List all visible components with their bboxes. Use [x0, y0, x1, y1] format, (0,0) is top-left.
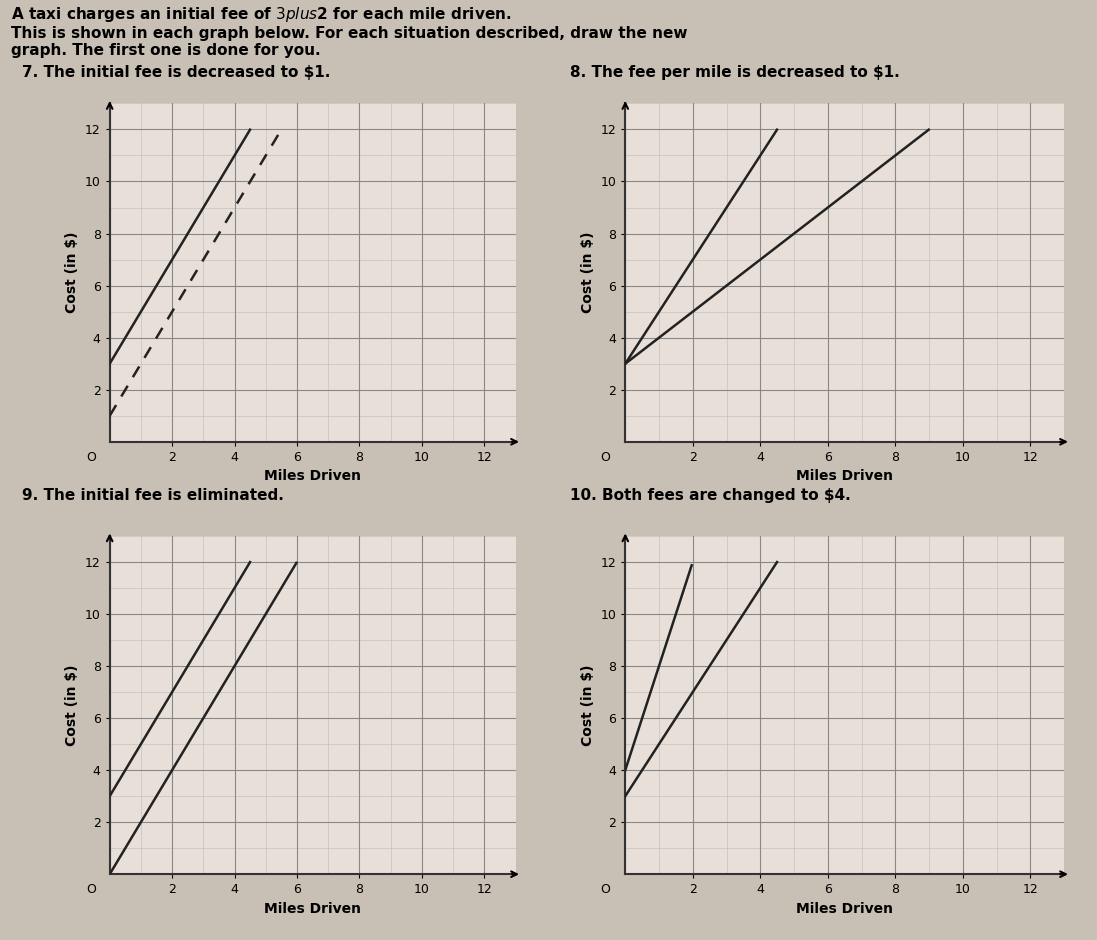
X-axis label: Miles Driven: Miles Driven: [796, 469, 893, 483]
Text: 10. Both fees are changed to $4.: 10. Both fees are changed to $4.: [570, 488, 851, 503]
Y-axis label: Cost (in $): Cost (in $): [65, 232, 79, 313]
Text: A taxi charges an initial fee of $3 plus $2 for each mile driven.
This is shown : A taxi charges an initial fee of $3 plus…: [11, 5, 688, 58]
X-axis label: Miles Driven: Miles Driven: [264, 469, 361, 483]
Text: 7. The initial fee is decreased to $1.: 7. The initial fee is decreased to $1.: [22, 65, 330, 80]
X-axis label: Miles Driven: Miles Driven: [264, 901, 361, 916]
Text: O: O: [86, 451, 95, 464]
Text: 8. The fee per mile is decreased to $1.: 8. The fee per mile is decreased to $1.: [570, 65, 901, 80]
Y-axis label: Cost (in $): Cost (in $): [580, 665, 595, 745]
X-axis label: Miles Driven: Miles Driven: [796, 901, 893, 916]
Y-axis label: Cost (in $): Cost (in $): [65, 665, 79, 745]
Text: O: O: [86, 884, 95, 897]
Y-axis label: Cost (in $): Cost (in $): [580, 232, 595, 313]
Text: 9. The initial fee is eliminated.: 9. The initial fee is eliminated.: [22, 488, 284, 503]
Text: O: O: [600, 884, 610, 897]
Text: O: O: [600, 451, 610, 464]
